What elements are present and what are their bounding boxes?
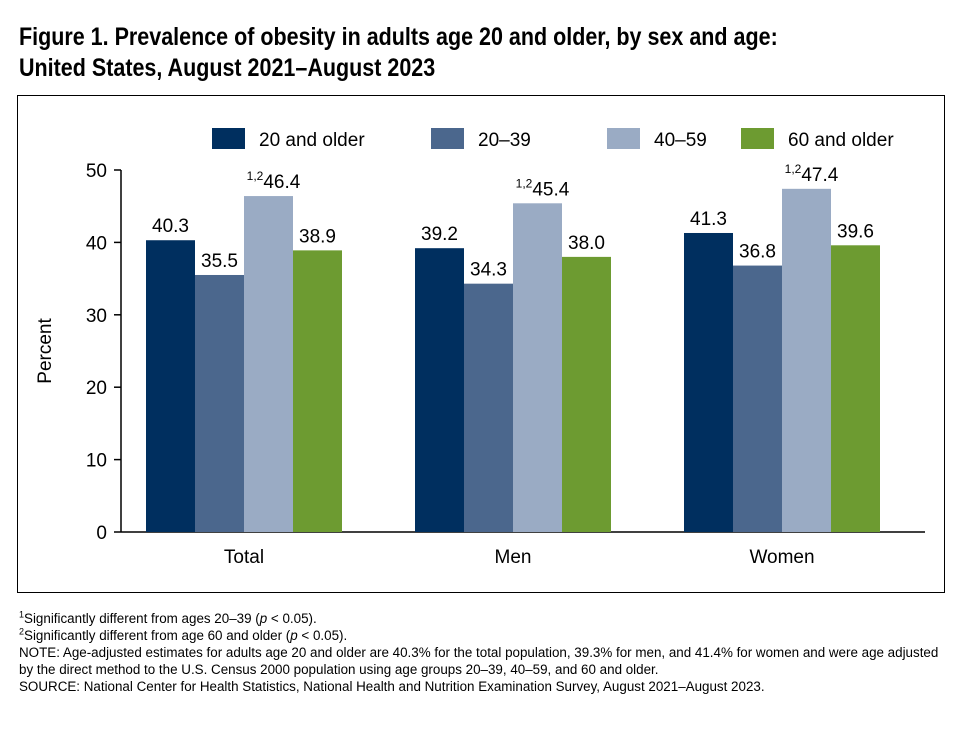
- bar-men-0: [415, 248, 464, 532]
- legend-swatch-2: [607, 128, 640, 149]
- data-label-women-1: 36.8: [739, 242, 776, 263]
- bar-chart: 20 and older 20–39 40–59 60 and older 0 10 20 3…: [35, 128, 925, 568]
- footnote-1-marker: 1: [19, 609, 25, 620]
- data-value: 47.4: [801, 165, 838, 186]
- footnote-1-threshold: < 0.05).: [267, 611, 317, 626]
- footnote-1-text: Significantly different from ages 20–39 …: [24, 611, 260, 626]
- y-tick-label-10: 10: [86, 451, 107, 472]
- significance-marker: 1,2: [785, 162, 802, 176]
- figure-title-line-1: Figure 1. Prevalence of obesity in adult…: [19, 23, 778, 51]
- legend-label-2: 40–59: [654, 130, 707, 151]
- bar-total-3: [293, 250, 342, 532]
- footnote-2-p: p: [290, 628, 298, 643]
- legend-label-3: 60 and older: [788, 130, 894, 151]
- y-tick-label-40: 40: [86, 233, 107, 254]
- figure-title-line-2: United States, August 2021–August 2023: [19, 54, 436, 82]
- legend-swatch-1: [431, 128, 464, 149]
- footnote-2-marker: 2: [19, 626, 25, 637]
- data-label-men-1: 34.3: [470, 260, 507, 281]
- source-text: SOURCE: National Center for Health Stati…: [19, 679, 765, 694]
- y-tick-label-20: 20: [86, 378, 107, 399]
- data-label-women-3: 39.6: [837, 221, 874, 242]
- footnote-1-p: p: [259, 611, 268, 626]
- data-label-total-0: 40.3: [152, 216, 189, 237]
- footnotes: 1Significantly different from ages 20–39…: [19, 610, 949, 695]
- y-tick-label-50: 50: [86, 161, 107, 182]
- chart-frame: [17, 95, 945, 593]
- bar-men-2: [513, 203, 562, 532]
- bar-women-3: [831, 245, 880, 532]
- legend-swatch-0: [212, 128, 245, 149]
- bar-women-0: [684, 232, 733, 532]
- y-tick-label-30: 30: [86, 306, 107, 327]
- legend-swatch-3: [741, 128, 774, 149]
- bar-women-2: [782, 188, 831, 532]
- bar-men-3: [562, 256, 611, 532]
- data-label-total-1: 35.5: [201, 251, 238, 272]
- data-label-women-2: 1,247.4: [785, 162, 839, 186]
- bar-women-1: [733, 265, 782, 532]
- data-label-men-3: 38.0: [568, 233, 605, 254]
- footnote-2-text: Significantly different from age 60 and …: [24, 628, 291, 643]
- data-label-women-0: 41.3: [690, 209, 727, 230]
- data-label-men-2: 1,245.4: [516, 176, 570, 200]
- bar-men-1: [464, 283, 513, 532]
- footnote-2-threshold: < 0.05).: [297, 628, 348, 643]
- note-text: NOTE: Age-adjusted estimates for adults …: [19, 645, 939, 677]
- y-tick-label-0: 0: [96, 523, 107, 544]
- legend-label-0: 20 and older: [259, 130, 365, 151]
- figure-title: Figure 1. Prevalence of obesity in adult…: [19, 22, 823, 84]
- x-category-label-total: Total: [224, 547, 264, 568]
- footnote-1: 1Significantly different from ages 20–39…: [19, 610, 949, 627]
- footnote-2: 2Significantly different from age 60 and…: [19, 627, 949, 644]
- significance-marker: 1,2: [247, 169, 264, 183]
- legend-label-1: 20–39: [478, 130, 531, 151]
- data-label-men-0: 39.2: [421, 224, 458, 245]
- data-value: 45.4: [532, 179, 569, 200]
- x-category-label-men: Men: [495, 547, 532, 568]
- bar-total-0: [146, 240, 195, 532]
- y-axis-label: Percent: [35, 318, 56, 384]
- data-label-total-3: 38.9: [299, 226, 336, 247]
- x-category-label-women: Women: [749, 547, 814, 568]
- data-value: 46.4: [263, 172, 300, 193]
- significance-marker: 1,2: [516, 176, 533, 190]
- data-label-total-2: 1,246.4: [247, 169, 301, 193]
- bar-total-1: [195, 274, 244, 532]
- bar-total-2: [244, 196, 293, 532]
